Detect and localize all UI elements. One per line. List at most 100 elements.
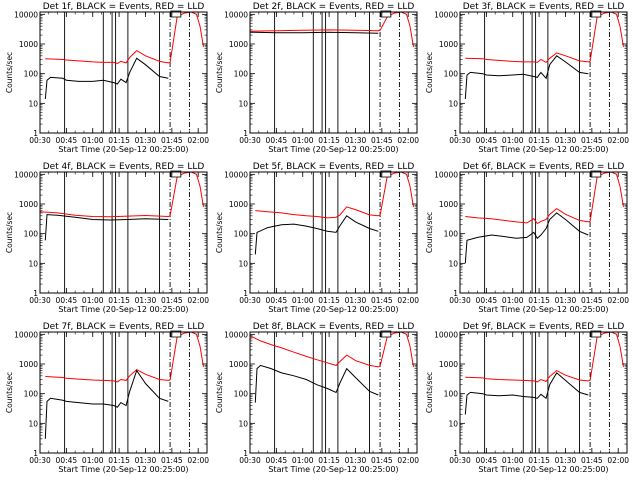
plot-frame bbox=[249, 11, 418, 134]
x-tick-label: 00:45 bbox=[56, 136, 78, 145]
x-tick-label: 00:45 bbox=[476, 456, 498, 465]
y-tick-label: 10000 bbox=[14, 170, 38, 179]
panel-title: Det 2f, BLACK = Events, RED = LLD bbox=[253, 2, 415, 12]
y-axis-label: Counts/sec bbox=[425, 372, 434, 413]
panel-title: Det 9f, BLACK = Events, RED = LLD bbox=[463, 322, 625, 332]
y-tick-label: 1000 bbox=[229, 200, 248, 209]
events-series-line bbox=[464, 212, 589, 264]
x-tick-label: 01:15 bbox=[108, 136, 130, 145]
y-tick-label: 10 bbox=[448, 259, 458, 268]
x-tick-label: 01:15 bbox=[108, 296, 130, 305]
y-tick-label: 1 bbox=[243, 289, 248, 298]
panel-title: Det 8f, BLACK = Events, RED = LLD bbox=[253, 322, 415, 332]
y-tick-label: 1000 bbox=[19, 200, 38, 209]
x-tick-label: 01:30 bbox=[555, 456, 577, 465]
x-tick-label: 00:30 bbox=[29, 456, 51, 465]
y-tick-label: 1 bbox=[33, 129, 38, 138]
x-tick-label: 00:30 bbox=[449, 136, 471, 145]
x-tick-label: 01:15 bbox=[528, 296, 550, 305]
x-tick-label: 01:30 bbox=[345, 456, 367, 465]
x-tick-label: 01:00 bbox=[292, 136, 314, 145]
x-tick-label: 02:00 bbox=[397, 296, 419, 305]
y-tick-label: 10000 bbox=[224, 10, 248, 19]
events-series-line bbox=[254, 215, 379, 255]
x-tick-label: 01:30 bbox=[135, 296, 157, 305]
x-axis-label: Start Time (20-Sep-12 00:25:00) bbox=[478, 145, 608, 154]
y-axis-label: Counts/sec bbox=[425, 212, 434, 253]
x-tick-label: 01:00 bbox=[82, 456, 104, 465]
x-axis-label: Start Time (20-Sep-12 00:25:00) bbox=[268, 465, 398, 474]
events-series-line bbox=[464, 55, 589, 100]
y-tick-label: 10 bbox=[448, 419, 458, 428]
x-tick-label: 00:30 bbox=[449, 296, 471, 305]
lld-series-line bbox=[465, 331, 624, 383]
panel-1: Det 1f, BLACK = Events, RED = LLD 1 10 100 1… bbox=[5, 2, 209, 154]
y-tick-label: 10 bbox=[238, 99, 248, 108]
panel-title: Det 3f, BLACK = Events, RED = LLD bbox=[463, 2, 625, 12]
x-axis-label: Start Time (20-Sep-12 00:25:00) bbox=[268, 305, 398, 314]
y-tick-label: 10 bbox=[238, 419, 248, 428]
x-tick-label: 01:00 bbox=[502, 456, 524, 465]
x-tick-label: 01:45 bbox=[581, 136, 603, 145]
lld-series-line bbox=[39, 171, 204, 218]
x-tick-label: 02:00 bbox=[397, 456, 419, 465]
x-axis-label: Start Time (20-Sep-12 00:25:00) bbox=[58, 305, 188, 314]
panel-title: Det 4f, BLACK = Events, RED = LLD bbox=[43, 162, 205, 172]
x-tick-label: 00:30 bbox=[29, 296, 51, 305]
x-tick-label: 01:00 bbox=[502, 296, 524, 305]
y-tick-label: 10000 bbox=[434, 10, 458, 19]
y-tick-label: 100 bbox=[24, 70, 39, 79]
x-tick-label: 00:45 bbox=[476, 136, 498, 145]
lld-series-line bbox=[45, 331, 204, 383]
lld-series-line bbox=[255, 171, 414, 219]
x-tick-label: 00:30 bbox=[239, 456, 261, 465]
y-tick-label: 1000 bbox=[439, 360, 458, 369]
y-tick-label: 10 bbox=[448, 99, 458, 108]
y-tick-label: 1 bbox=[453, 289, 458, 298]
x-tick-label: 00:45 bbox=[476, 296, 498, 305]
x-tick-label: 01:15 bbox=[108, 456, 130, 465]
panel-8: Det 8f, BLACK = Events, RED = LLD 1 10 100 1… bbox=[215, 322, 419, 474]
x-tick-label: 01:15 bbox=[318, 296, 340, 305]
x-tick-label: 01:30 bbox=[555, 296, 577, 305]
x-tick-label: 02:00 bbox=[607, 136, 629, 145]
x-tick-label: 00:30 bbox=[449, 456, 471, 465]
panel-3: Det 3f, BLACK = Events, RED = LLD 1 10 100 1… bbox=[425, 2, 629, 154]
y-tick-label: 100 bbox=[234, 70, 249, 79]
plot-frame bbox=[249, 171, 418, 294]
x-axis-label: Start Time (20-Sep-12 00:25:00) bbox=[478, 465, 608, 474]
x-tick-label: 01:00 bbox=[502, 136, 524, 145]
events-series-line bbox=[254, 364, 379, 403]
x-tick-label: 01:30 bbox=[135, 136, 157, 145]
x-tick-label: 00:30 bbox=[29, 136, 51, 145]
y-tick-label: 1 bbox=[453, 129, 458, 138]
x-tick-label: 01:45 bbox=[161, 296, 183, 305]
x-tick-label: 00:30 bbox=[239, 136, 261, 145]
panel-9: Det 9f, BLACK = Events, RED = LLD 1 10 100 1… bbox=[425, 322, 629, 474]
y-tick-label: 1 bbox=[243, 129, 248, 138]
lld-series-line bbox=[465, 171, 624, 225]
x-tick-label: 02:00 bbox=[187, 136, 209, 145]
y-tick-label: 100 bbox=[24, 230, 39, 239]
x-tick-label: 00:45 bbox=[266, 136, 288, 145]
plot-frame bbox=[39, 331, 208, 454]
x-tick-label: 01:15 bbox=[528, 136, 550, 145]
y-axis-label: Counts/sec bbox=[215, 212, 224, 253]
lld-series-line bbox=[465, 11, 624, 64]
y-tick-label: 1000 bbox=[229, 360, 248, 369]
x-tick-label: 01:30 bbox=[555, 136, 577, 145]
x-tick-label: 00:45 bbox=[266, 456, 288, 465]
y-tick-label: 10 bbox=[28, 259, 38, 268]
x-tick-label: 01:45 bbox=[371, 136, 393, 145]
x-tick-label: 00:45 bbox=[56, 296, 78, 305]
y-tick-label: 1000 bbox=[439, 40, 458, 49]
panel-5: Det 5f, BLACK = Events, RED = LLD 1 10 100 1… bbox=[215, 162, 419, 314]
plot-frame bbox=[459, 11, 628, 134]
x-tick-label: 01:45 bbox=[581, 296, 603, 305]
y-tick-label: 10 bbox=[28, 99, 38, 108]
x-tick-label: 02:00 bbox=[187, 456, 209, 465]
plot-frame bbox=[459, 331, 628, 454]
x-axis-label: Start Time (20-Sep-12 00:25:00) bbox=[58, 465, 188, 474]
